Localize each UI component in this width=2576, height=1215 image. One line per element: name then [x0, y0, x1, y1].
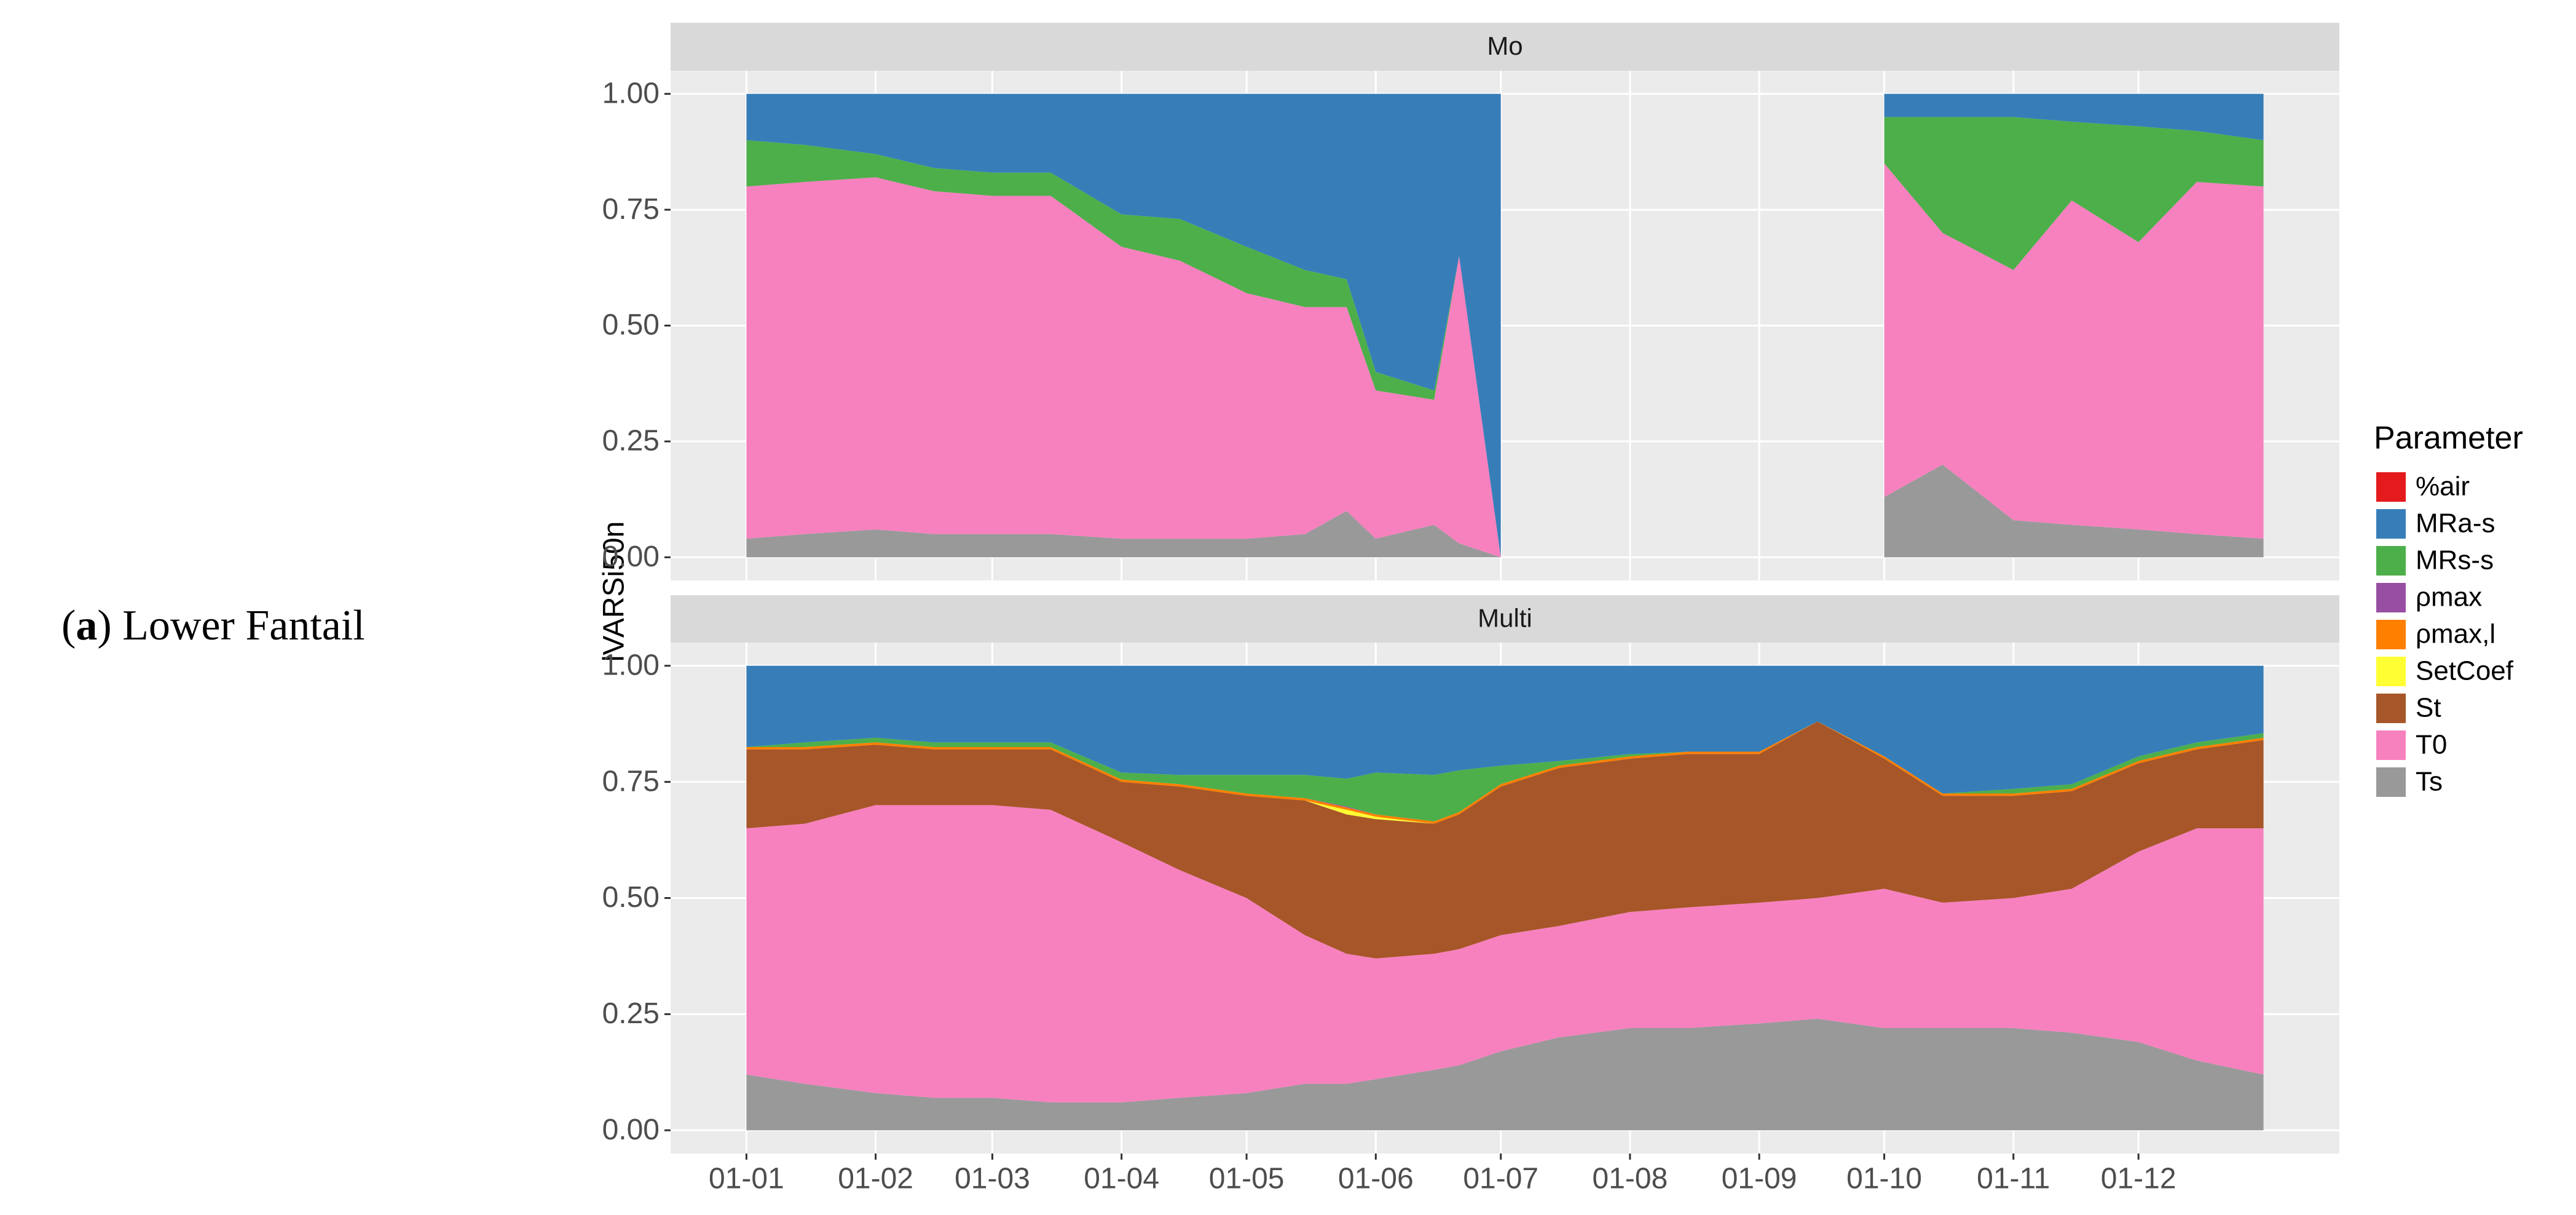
x-tick-label: 01-10 [1846, 1163, 1922, 1195]
legend-key [2376, 620, 2406, 649]
x-tick-label: 01-07 [1463, 1163, 1538, 1195]
area-band [746, 665, 2264, 794]
x-tick-label: 01-12 [2101, 1163, 2176, 1195]
y-tick-label: 1.00 [602, 649, 660, 681]
legend-key [2376, 730, 2406, 760]
area-band [746, 163, 2264, 558]
area-band [746, 464, 2264, 558]
legend-label: T0 [2416, 730, 2447, 760]
x-tick-label: 01-02 [838, 1163, 913, 1195]
x-tick-label: 01-04 [1084, 1163, 1159, 1195]
area-band [746, 721, 2264, 959]
x-tick-label: 01-05 [1209, 1163, 1285, 1195]
legend-key [2376, 657, 2406, 686]
y-axis-label: lVARSi50n [598, 521, 631, 662]
y-tick-label: 0.50 [602, 881, 660, 914]
legend-label: ρmax,l [2416, 619, 2495, 649]
caption-open: ( [61, 602, 76, 649]
y-tick-label: 0.00 [602, 540, 660, 573]
facet-title: Mo [1487, 31, 1522, 60]
legend-label: MRa-s [2416, 509, 2495, 539]
x-tick-label: 01-06 [1338, 1163, 1414, 1195]
legend-label: St [2416, 693, 2441, 723]
legend-label: ρmax [2416, 582, 2482, 612]
caption-text: ) Lower Fantail [97, 602, 364, 649]
legend-label: %air [2416, 472, 2470, 502]
legend-key [2376, 509, 2406, 539]
area-band [746, 1018, 2264, 1131]
legend-title: Parameter [2374, 421, 2523, 456]
legend-key [2376, 767, 2406, 797]
facet-title: Multi [1478, 604, 1532, 633]
y-tick-label: 0.25 [602, 997, 660, 1030]
x-tick-label: 01-03 [955, 1163, 1030, 1195]
legend-key [2376, 583, 2406, 612]
x-tick-label: 01-09 [1722, 1163, 1797, 1195]
legend-key [2376, 546, 2406, 576]
legend-key [2376, 472, 2406, 502]
area-band [746, 805, 2264, 1102]
facet-strip [671, 23, 2339, 71]
area-band [746, 721, 2264, 821]
y-tick-label: 1.00 [602, 77, 660, 109]
x-tick-label: 01-11 [1977, 1163, 2050, 1195]
caption: (a) Lower Fantail [61, 602, 365, 649]
y-tick-label: 0.75 [602, 193, 660, 226]
area-band [746, 117, 2264, 558]
caption-label: a [76, 602, 97, 649]
y-tick-label: 0.00 [602, 1114, 660, 1146]
legend-label: SetCoef [2416, 656, 2514, 686]
legend-label: MRs-s [2416, 545, 2494, 576]
y-tick-label: 0.75 [602, 765, 660, 797]
facet-strip [671, 595, 2339, 643]
area-band [746, 93, 2264, 558]
x-tick-label: 01-01 [709, 1163, 784, 1195]
y-tick-label: 0.25 [602, 425, 660, 457]
x-tick-label: 01-08 [1593, 1163, 1668, 1195]
y-tick-label: 0.50 [602, 309, 660, 341]
legend-key [2376, 694, 2406, 723]
legend-label: Ts [2416, 767, 2443, 797]
